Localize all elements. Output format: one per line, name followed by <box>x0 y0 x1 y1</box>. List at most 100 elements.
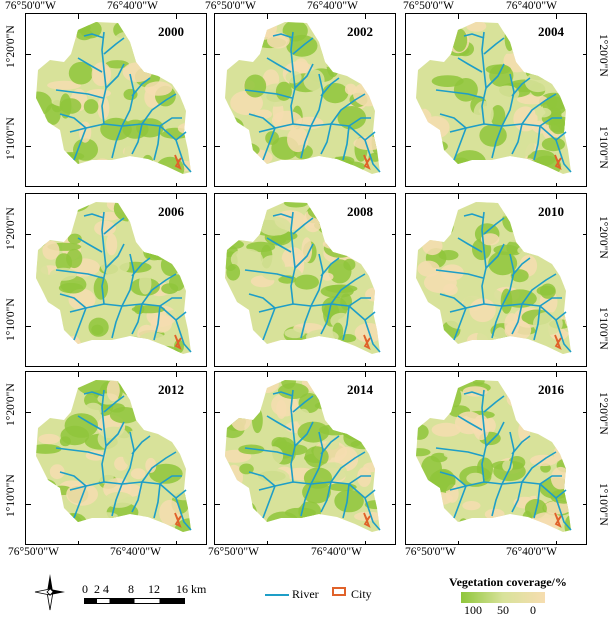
vegetation-patch <box>230 248 263 271</box>
river-line <box>55 269 104 279</box>
graticule-tick <box>267 183 268 186</box>
river-line <box>175 131 187 141</box>
river-line <box>364 489 376 499</box>
vegetation-patch <box>138 332 167 348</box>
vegetation-patch <box>500 288 513 314</box>
vegetation-patch <box>36 22 61 41</box>
river-line <box>320 77 340 97</box>
river-line <box>131 123 143 155</box>
panel-year: 2016 <box>538 382 564 397</box>
graticule-tick <box>583 234 586 235</box>
river-line <box>481 211 487 305</box>
vegetation-patch <box>328 22 343 30</box>
graticule-tick <box>26 412 31 413</box>
vegetation-patch <box>480 233 500 246</box>
river-line <box>73 307 87 341</box>
vegetation-patch <box>504 313 520 337</box>
vegetation-patch <box>532 231 547 243</box>
vegetation-patch <box>180 224 191 234</box>
vegetation-patch <box>354 511 380 522</box>
vegetation-patch <box>556 247 571 268</box>
river-line <box>262 485 276 519</box>
vegetation-patch <box>358 412 380 425</box>
vegetation-patch <box>325 438 340 450</box>
vegetation-patch <box>226 142 260 158</box>
graticule-tick <box>78 363 79 366</box>
river-line <box>141 451 177 483</box>
vegetation-patch <box>88 317 109 337</box>
map-panel: 2000 <box>25 13 207 187</box>
vegetation-patch <box>43 148 54 171</box>
vegetation-patch <box>49 267 78 281</box>
graticule-tick <box>392 146 395 147</box>
basin-map <box>416 22 572 174</box>
vegetation-patch <box>462 386 488 397</box>
vegetation-patch <box>424 140 448 153</box>
lon-label-bottom: 76°50'0"W <box>208 546 259 558</box>
river-line <box>73 127 87 161</box>
vegetation-patch <box>36 221 49 247</box>
vegetation-patch <box>547 347 571 354</box>
vegetation-patch <box>53 380 65 397</box>
vegetation-patch <box>358 67 380 78</box>
north-arrow-icon <box>34 574 65 611</box>
lon-label-bottom: 76°40'0"W <box>506 546 557 558</box>
river-line <box>453 307 467 341</box>
vegetation-patch <box>145 457 157 473</box>
vegetation-patch <box>36 153 59 174</box>
river-line <box>294 63 314 89</box>
vegetation-patch <box>94 220 116 236</box>
vegetation-patch <box>255 49 290 60</box>
vegetation-patch <box>502 207 527 233</box>
vegetation-patch <box>422 236 443 256</box>
vegetation-patch <box>68 288 96 311</box>
river-line <box>131 303 143 335</box>
river-line <box>262 307 276 341</box>
vegetation-patch <box>311 53 343 67</box>
river-line <box>103 395 125 413</box>
river-line <box>483 217 505 235</box>
river-line <box>485 243 505 269</box>
vegetation-patch <box>36 478 56 493</box>
vegetation-patch <box>372 57 380 76</box>
river-line <box>320 435 340 455</box>
river-line <box>310 73 324 127</box>
vegetation-patch <box>294 274 319 290</box>
river-line <box>83 33 105 39</box>
graticule-tick <box>267 14 268 19</box>
graticule-tick <box>215 412 220 413</box>
graticule-tick <box>556 183 557 186</box>
river-line <box>105 421 125 447</box>
lon-label-bottom: 76°40'0"W <box>110 546 161 558</box>
vegetation-patch <box>554 239 571 253</box>
vegetation-patch <box>296 408 311 427</box>
graticule-tick <box>267 541 268 544</box>
vegetation-patch <box>97 96 110 120</box>
river-line <box>463 391 485 397</box>
vegetation-patch <box>314 381 328 397</box>
vegetation-patch <box>42 240 60 260</box>
vegetation-patch <box>225 127 246 149</box>
vegetation-patch <box>36 22 57 43</box>
graticule-tick <box>458 541 459 544</box>
lat-label-right: 1°10'0"N <box>597 307 609 350</box>
river-line <box>248 113 276 129</box>
river-line <box>159 117 182 127</box>
river-line <box>511 257 531 277</box>
graticule-tick <box>203 54 206 55</box>
vegetation-patch <box>424 215 454 239</box>
graticule-tick <box>458 194 459 199</box>
river-line <box>533 305 541 341</box>
graticule-tick <box>392 234 395 235</box>
vegetation-patch <box>122 45 155 62</box>
vegetation-patch <box>416 164 437 174</box>
lat-label-left: 1°10'0"N <box>5 474 17 517</box>
lat-label-left: 1°10'0"N <box>5 117 17 160</box>
vegetation-patch <box>129 210 158 224</box>
river-line <box>457 57 483 73</box>
city-outline <box>554 154 562 170</box>
river-line <box>153 483 161 519</box>
graticule-tick <box>583 326 586 327</box>
vegetation-patch <box>364 57 380 79</box>
graticule-tick <box>583 54 586 55</box>
